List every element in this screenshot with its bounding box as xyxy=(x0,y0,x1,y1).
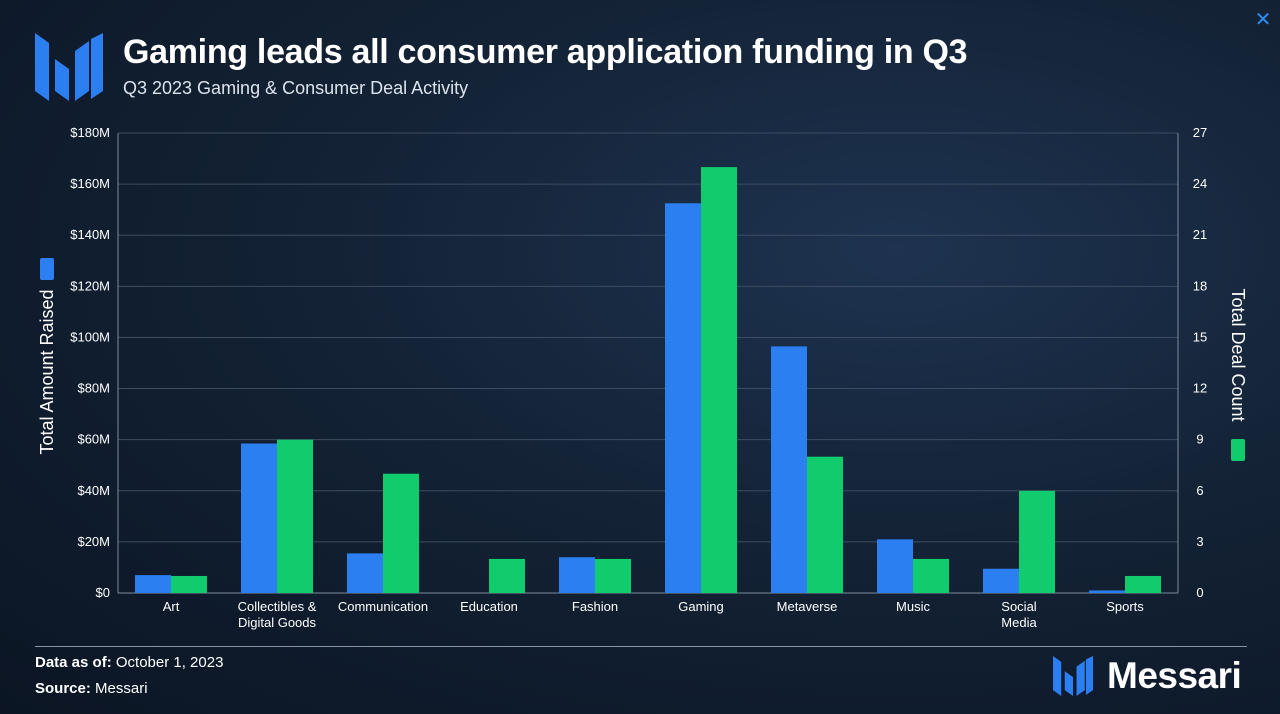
y-tick-label: $40M xyxy=(77,483,110,498)
legend-swatch-count xyxy=(1231,439,1245,461)
chart-subtitle: Q3 2023 Gaming & Consumer Deal Activity xyxy=(123,78,469,98)
bar-amount-raised xyxy=(1089,590,1125,593)
y-tick-label: $60M xyxy=(77,432,110,447)
bar-deal-count xyxy=(913,558,949,593)
chart-title: Gaming leads all consumer application fu… xyxy=(123,33,968,71)
bar-amount-raised xyxy=(877,539,913,593)
y-tick-label: $0 xyxy=(96,585,110,600)
y2-tick-label: 9 xyxy=(1196,432,1203,447)
bar-deal-count xyxy=(807,456,843,593)
y2-tick-label: 27 xyxy=(1193,125,1207,140)
bar-deal-count xyxy=(383,473,419,593)
brand-logo: Messari xyxy=(1053,655,1242,696)
bar-amount-raised xyxy=(135,575,171,593)
data-as-of-value: October 1, 2023 xyxy=(115,654,224,671)
y2-tick-label: 0 xyxy=(1196,585,1203,600)
bar-amount-raised xyxy=(241,443,277,593)
x-tick-label: Metaverse xyxy=(777,599,838,614)
bar-deal-count xyxy=(171,575,207,593)
bar-deal-count xyxy=(1125,575,1161,593)
source-label: Source: xyxy=(35,680,91,697)
brand-name: Messari xyxy=(1107,655,1242,696)
y-tick-label: $20M xyxy=(77,534,110,549)
data-as-of: Data as of: October 1, 2023 xyxy=(35,654,223,671)
bar-amount-raised xyxy=(347,553,383,593)
bar-amount-raised xyxy=(559,557,595,593)
bar-deal-count xyxy=(1019,490,1055,593)
x-tick-label: Art xyxy=(163,599,180,614)
x-tick-label: Education xyxy=(460,599,518,614)
y-tick-label: $140M xyxy=(70,227,110,242)
y2-tick-label: 6 xyxy=(1196,483,1203,498)
legend-swatch-amount xyxy=(40,258,54,280)
y2-tick-label: 21 xyxy=(1193,227,1207,242)
y-tick-label: $120M xyxy=(70,278,110,293)
bar-amount-raised xyxy=(983,568,1019,593)
y2-tick-label: 18 xyxy=(1193,278,1207,293)
bar-deal-count xyxy=(277,439,313,593)
y-tick-label: $160M xyxy=(70,176,110,191)
y-tick-label: $100M xyxy=(70,329,110,344)
messari-logo-icon xyxy=(35,33,103,101)
bar-deal-count xyxy=(701,167,737,593)
y-axis-label: Total Amount Raised xyxy=(37,289,57,454)
y2-tick-label: 12 xyxy=(1193,381,1207,396)
y2-axis-label: Total Deal Count xyxy=(1228,288,1248,421)
source-value: Messari xyxy=(95,680,148,697)
bar-deal-count xyxy=(595,558,631,593)
source: Source: Messari xyxy=(35,680,148,697)
bar-amount-raised xyxy=(665,203,701,593)
bar-deal-count xyxy=(489,558,525,593)
x-tick-label: Digital Goods xyxy=(238,615,317,630)
x-tick-label: Gaming xyxy=(678,599,724,614)
data-as-of-label: Data as of: xyxy=(35,654,112,671)
y-tick-label: $180M xyxy=(70,125,110,140)
bar-chart: $0 0 $20M 3 $40M 6 $60M 9 $80M 12 $100M 15 $120M 18 $1… xyxy=(37,125,1248,630)
x-tick-label: Communication xyxy=(338,599,428,614)
x-tick-label: Fashion xyxy=(572,599,618,614)
y2-tick-label: 3 xyxy=(1196,534,1203,549)
messari-brand-icon xyxy=(1053,656,1093,696)
close-icon[interactable]: ✕ xyxy=(1254,9,1272,31)
y2-tick-label: 15 xyxy=(1193,329,1207,344)
x-tick-label: Social xyxy=(1001,599,1037,614)
x-tick-label: Sports xyxy=(1106,599,1144,614)
y2-tick-label: 24 xyxy=(1193,176,1207,191)
x-tick-label: Collectibles & xyxy=(238,599,317,614)
bar-amount-raised xyxy=(771,346,807,593)
x-tick-label: Media xyxy=(1001,615,1037,630)
x-tick-label: Music xyxy=(896,599,930,614)
y-tick-label: $80M xyxy=(77,381,110,396)
footer-divider xyxy=(35,646,1247,647)
